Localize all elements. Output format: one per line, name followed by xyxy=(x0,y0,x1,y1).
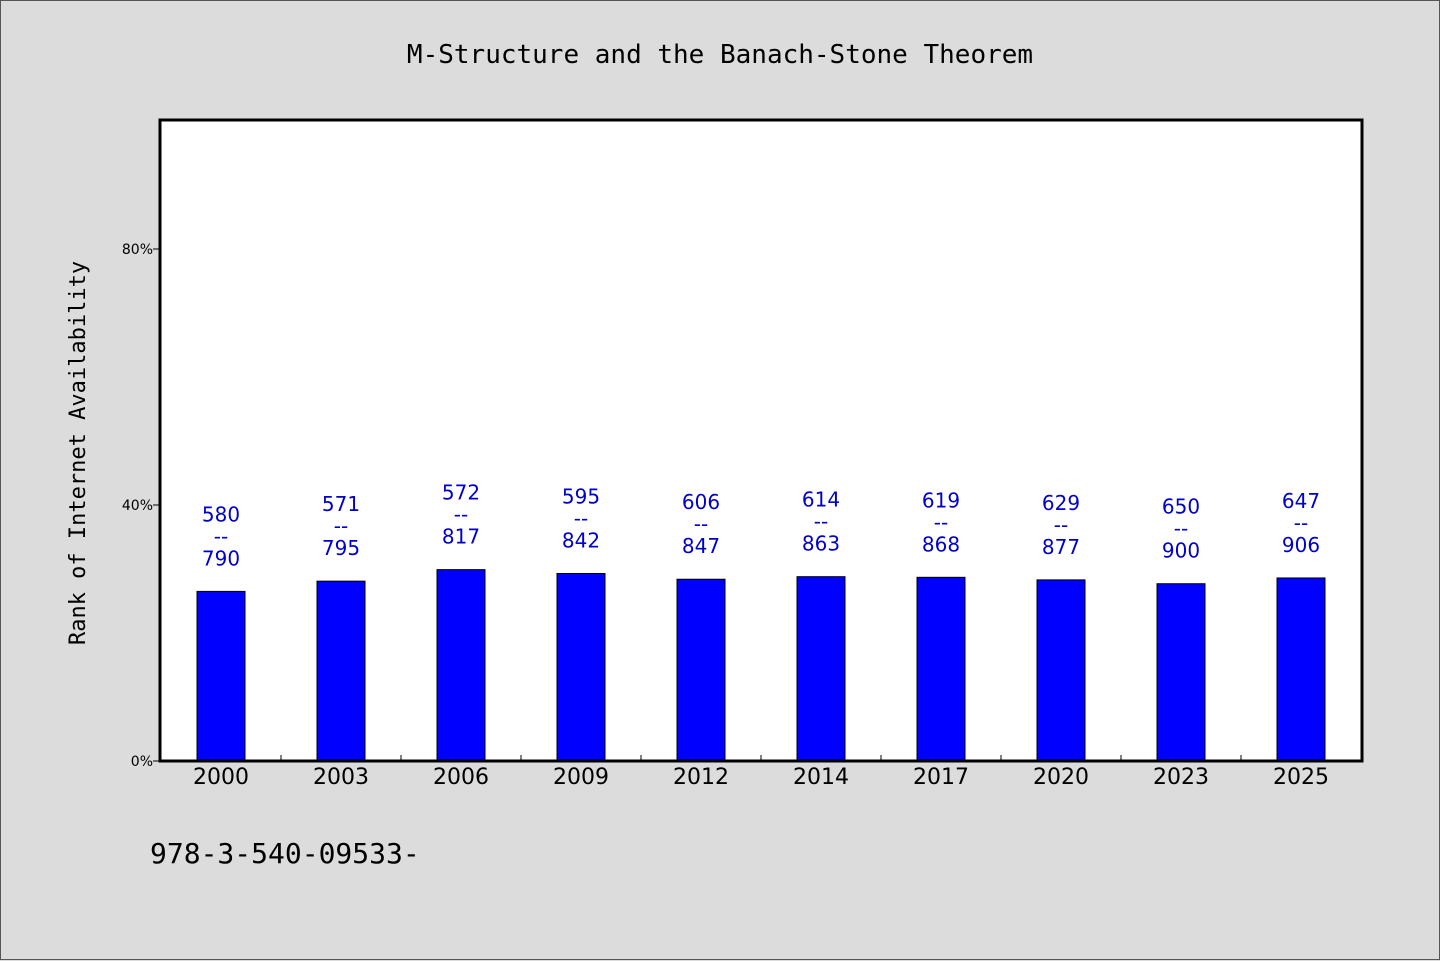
bar-2000 xyxy=(196,590,246,762)
isbn-footer: 978-3-540-09533- xyxy=(150,837,420,870)
y-tick-label-2: 80% xyxy=(122,242,153,258)
data-label-top-2025: 647 xyxy=(1282,489,1320,513)
data-label-separator-2025: -- xyxy=(1294,511,1308,535)
data-label-separator-2003: -- xyxy=(334,514,348,538)
y-tick-label-1: 40% xyxy=(122,498,153,514)
bar-2014 xyxy=(796,576,846,762)
data-label-separator-2009: -- xyxy=(574,506,588,530)
bar-2006 xyxy=(436,569,486,762)
data-label-bottom-2000: 790 xyxy=(202,546,240,570)
data-label-separator-2023: -- xyxy=(1174,517,1188,541)
data-label-separator-2017: -- xyxy=(934,510,948,534)
bars-group xyxy=(196,569,1326,762)
bar-2017 xyxy=(916,576,966,762)
data-label-bottom-2012: 847 xyxy=(682,534,720,558)
x-tick-label-2000: 2000 xyxy=(193,765,249,790)
data-label-separator-2014: -- xyxy=(814,510,828,534)
data-label-bottom-2009: 842 xyxy=(562,528,600,552)
data-label-top-2023: 650 xyxy=(1162,495,1200,519)
data-label-bottom-2023: 900 xyxy=(1162,539,1200,563)
bar-2023 xyxy=(1156,583,1206,762)
data-label-top-2009: 595 xyxy=(562,484,600,508)
x-tick-label-2006: 2006 xyxy=(433,765,489,790)
data-label-top-2014: 614 xyxy=(802,488,840,512)
plot-border xyxy=(158,118,1364,763)
data-label-separator-2000: -- xyxy=(214,524,228,548)
x-tick-label-2009: 2009 xyxy=(553,765,609,790)
y-axis: 0% 40% 80% xyxy=(122,242,161,770)
chart-title: M-Structure and the Banach-Stone Theorem xyxy=(407,40,1033,70)
x-tick-label-2023: 2023 xyxy=(1153,765,1209,790)
y-tick-label-0: 0% xyxy=(131,754,153,770)
data-label-separator-2020: -- xyxy=(1054,513,1068,537)
data-label-separator-2006: -- xyxy=(454,503,468,527)
data-label-top-2003: 571 xyxy=(322,492,360,516)
data-label-top-2012: 606 xyxy=(682,490,720,514)
data-label-bottom-2025: 906 xyxy=(1282,533,1320,557)
y-axis-label: Rank of Internet Availability xyxy=(66,261,91,645)
data-label-top-2006: 572 xyxy=(442,481,480,505)
x-axis: 2000 2003 2006 2009 2012 2014 2017 2020 2023 2025 xyxy=(193,755,1329,790)
data-label-top-2000: 580 xyxy=(202,502,240,526)
data-label-bottom-2014: 863 xyxy=(802,532,840,556)
x-tick-label-2017: 2017 xyxy=(913,765,969,790)
data-label-top-2017: 619 xyxy=(922,488,960,512)
bar-2009 xyxy=(556,572,606,762)
bar-2020 xyxy=(1036,579,1086,762)
data-label-bottom-2006: 817 xyxy=(442,525,480,549)
x-tick-label-2020: 2020 xyxy=(1033,765,1089,790)
data-label-separator-2012: -- xyxy=(694,512,708,536)
bar-2012 xyxy=(676,578,726,762)
data-label-top-2020: 629 xyxy=(1042,491,1080,515)
data-label-bottom-2020: 877 xyxy=(1042,535,1080,559)
data-label-bottom-2017: 868 xyxy=(922,532,960,556)
data-labels-group: 580--790571--795572--817595--842606--847… xyxy=(202,481,1320,571)
x-tick-label-2014: 2014 xyxy=(793,765,849,790)
bar-2003 xyxy=(316,580,366,762)
x-tick-label-2012: 2012 xyxy=(673,765,729,790)
data-label-bottom-2003: 795 xyxy=(322,536,360,560)
bar-2025 xyxy=(1276,577,1326,762)
x-tick-label-2025: 2025 xyxy=(1273,765,1329,790)
x-tick-label-2003: 2003 xyxy=(313,765,369,790)
